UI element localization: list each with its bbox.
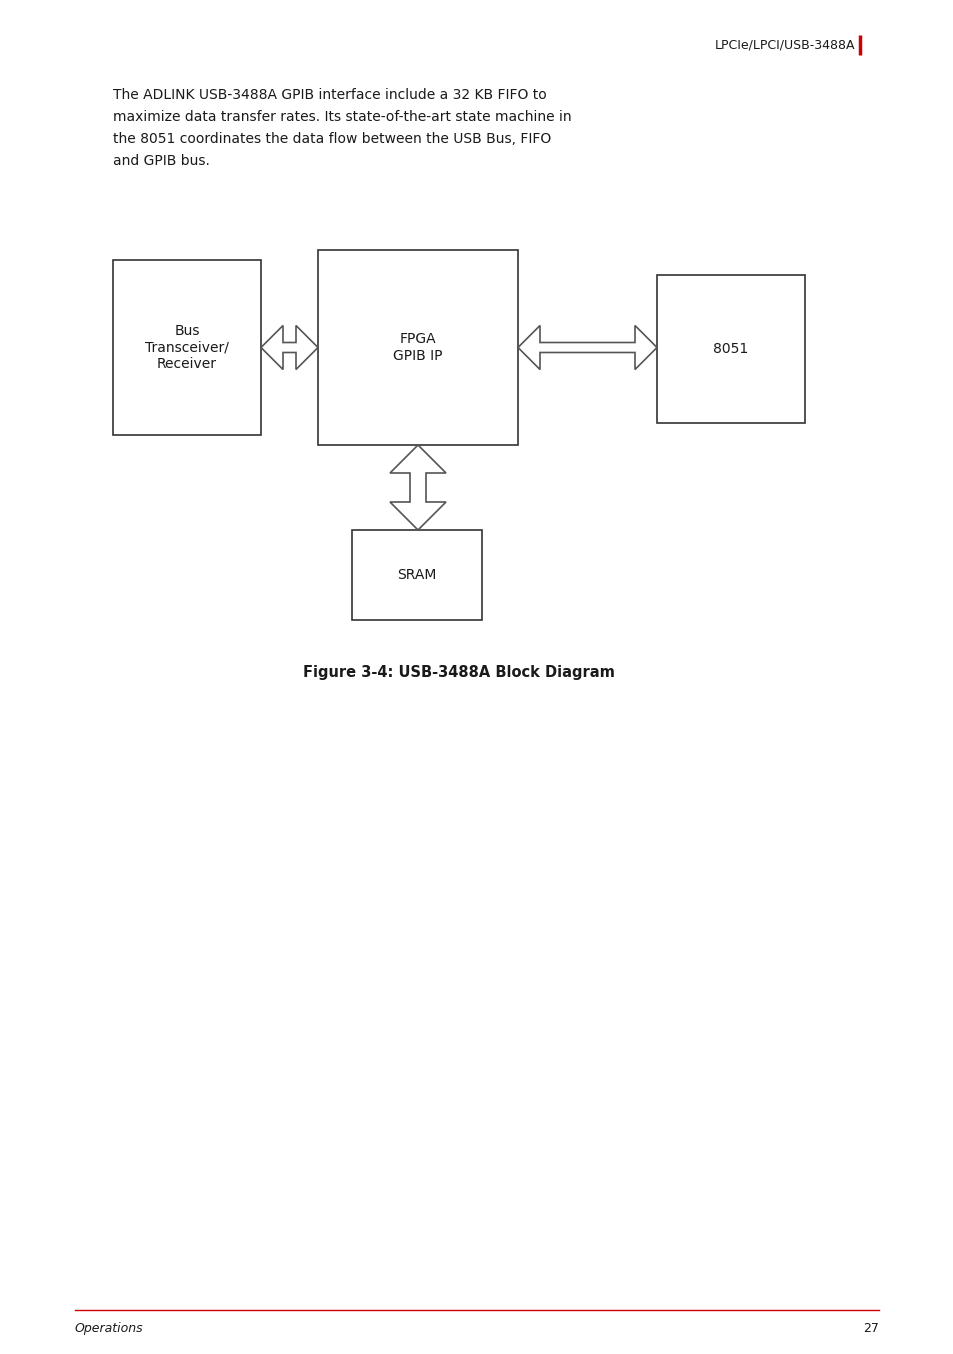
Text: SRAM: SRAM	[396, 567, 436, 582]
Text: 27: 27	[862, 1322, 878, 1335]
Text: the 8051 coordinates the data flow between the USB Bus, FIFO: the 8051 coordinates the data flow betwe…	[112, 131, 551, 146]
Text: Operations: Operations	[75, 1322, 144, 1335]
Polygon shape	[517, 325, 657, 370]
Text: Bus
Transceiver/
Receiver: Bus Transceiver/ Receiver	[145, 325, 229, 371]
Bar	[657, 275, 804, 422]
Text: LPCIe/LPCI/USB-3488A: LPCIe/LPCI/USB-3488A	[714, 38, 854, 51]
Bar	[352, 529, 481, 620]
Polygon shape	[390, 445, 446, 529]
Bar	[317, 250, 517, 445]
Bar	[112, 260, 261, 435]
Polygon shape	[261, 325, 317, 370]
Text: FPGA
GPIB IP: FPGA GPIB IP	[393, 332, 442, 363]
Text: The ADLINK USB-3488A GPIB interface include a 32 KB FIFO to: The ADLINK USB-3488A GPIB interface incl…	[112, 88, 546, 102]
Text: maximize data transfer rates. Its state-of-the-art state machine in: maximize data transfer rates. Its state-…	[112, 110, 571, 125]
Text: and GPIB bus.: and GPIB bus.	[112, 154, 210, 168]
Text: Figure 3-4: USB-3488A Block Diagram: Figure 3-4: USB-3488A Block Diagram	[303, 665, 615, 680]
Text: 8051: 8051	[713, 343, 748, 356]
